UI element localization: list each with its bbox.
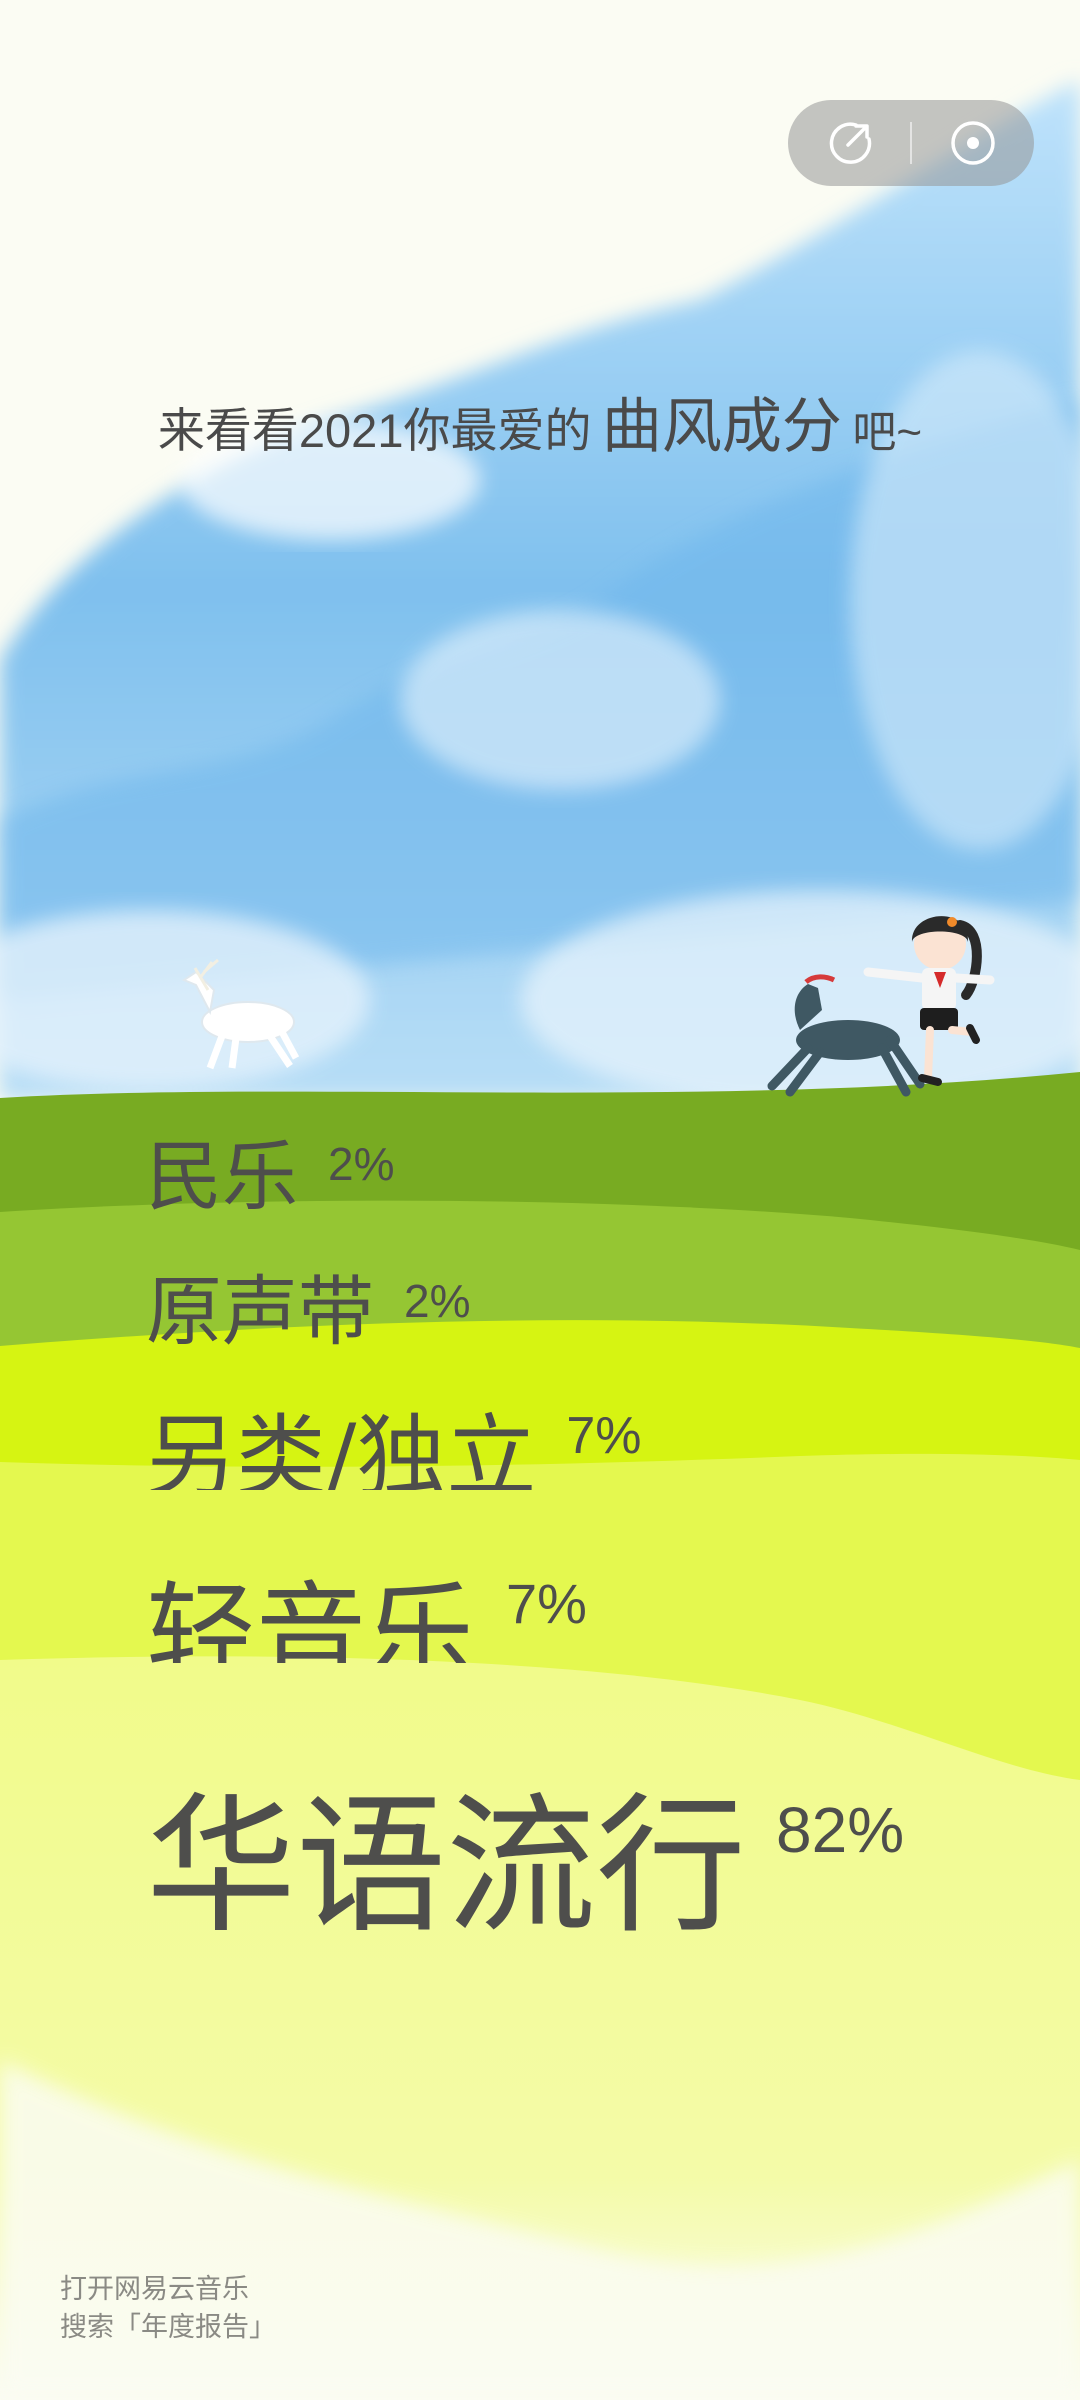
genre-percent: 2%: [404, 1275, 471, 1327]
capsule-divider: [910, 122, 912, 164]
genre-percent: 82%: [776, 1794, 905, 1866]
dark-deer: [767, 974, 925, 1097]
share-arrow-icon: [829, 122, 871, 164]
genre-name: 另类/独立: [146, 1405, 537, 1490]
genre-item-light-music: 轻音乐 7%: [146, 1545, 587, 1663]
genre-percent: 2%: [328, 1138, 395, 1190]
genre-item-folk: 民乐 2%: [146, 1115, 394, 1225]
footer-hint: 打开网易云音乐 搜索「年度报告」: [60, 2270, 276, 2346]
music-disc-button[interactable]: [911, 100, 1034, 186]
genre-percent: 7%: [506, 1572, 587, 1635]
genre-item-mandopop: 华语流行 82%: [146, 1745, 904, 1962]
genre-item-alternative-indie: 另类/独立 7%: [146, 1384, 641, 1490]
girl-character: [863, 916, 995, 1086]
heading-prefix: 来看看2021你最爱的: [157, 404, 592, 457]
white-deer: [181, 958, 300, 1070]
footer-line-2: 搜索「年度报告」: [60, 2312, 276, 2342]
genre-name: 轻音乐: [146, 1571, 476, 1663]
share-button[interactable]: [788, 100, 911, 186]
genre-item-soundtrack: 原声带 2%: [146, 1250, 470, 1360]
genre-name: 华语流行: [146, 1780, 747, 1954]
top-capsule: [788, 100, 1034, 186]
disc-icon: [950, 121, 995, 165]
heading-emphasis: 曲风成分: [601, 392, 842, 462]
genre-name: 原声带: [146, 1267, 374, 1356]
genre-name: 民乐: [146, 1132, 298, 1221]
heading-suffix: 吧~: [852, 408, 923, 457]
footer-line-1: 打开网易云音乐: [60, 2274, 249, 2304]
genre-percent: 7%: [566, 1407, 642, 1465]
page-heading: 来看看2021你最爱的 曲风成分 吧~: [0, 378, 1080, 465]
